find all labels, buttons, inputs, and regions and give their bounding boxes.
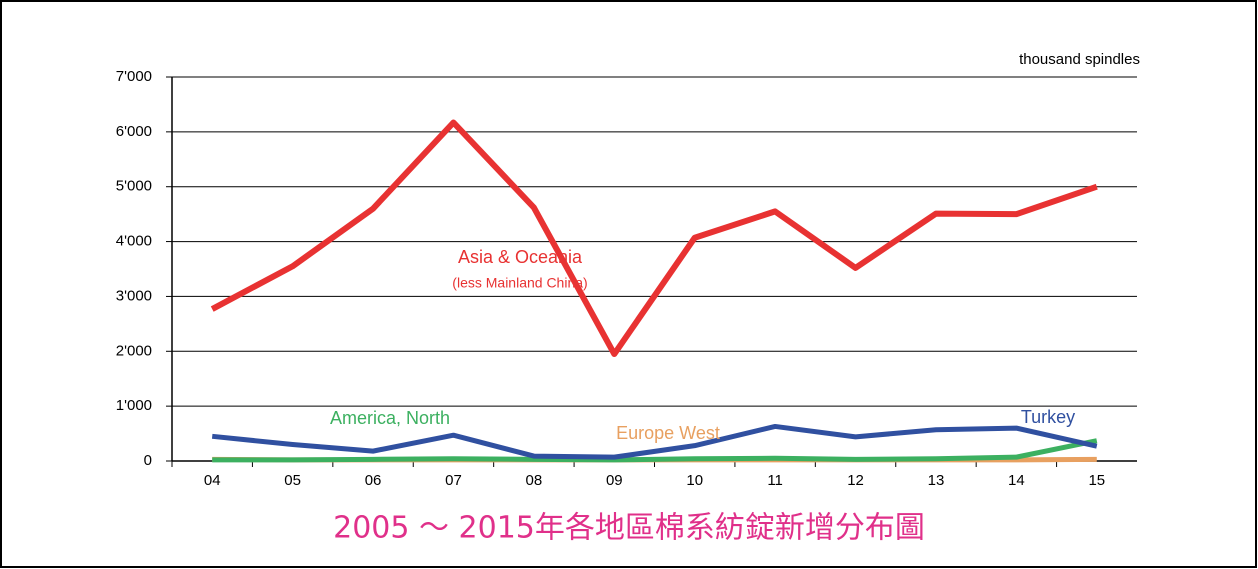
y-tick-label: 3'000 xyxy=(116,287,152,304)
x-tick-label: 12 xyxy=(847,472,864,489)
x-tick-label: 15 xyxy=(1088,472,1105,489)
series-label: America, North xyxy=(330,408,450,428)
series-line xyxy=(211,423,1098,460)
caption: 2005 ～ 2015年各地區棉系紡錠新增分布圖 xyxy=(333,511,925,546)
x-tick-label: 06 xyxy=(365,472,382,489)
y-tick-label: 7'000 xyxy=(116,68,152,85)
x-tick-label: 11 xyxy=(767,472,783,489)
series-label: Turkey xyxy=(1021,407,1075,427)
x-tick-label: 09 xyxy=(606,472,623,489)
series-label: Asia & Oceania xyxy=(458,247,583,267)
series-line xyxy=(212,438,1098,463)
x-tick-label: 04 xyxy=(204,472,221,489)
x-tick-label: 07 xyxy=(445,472,462,489)
x-tick-label: 14 xyxy=(1008,472,1025,489)
series-label: Europe West xyxy=(616,423,720,443)
y-tick-label: 6'000 xyxy=(116,123,152,140)
x-tick-label: 13 xyxy=(928,472,945,489)
x-tick-label: 05 xyxy=(284,472,301,489)
y-tick-label: 1'000 xyxy=(116,397,152,414)
y-tick-label: 4'000 xyxy=(116,233,152,250)
series-line xyxy=(210,119,1098,358)
y-tick-label: 5'000 xyxy=(116,178,152,195)
unit-label: thousand spindles xyxy=(1019,51,1140,68)
y-tick-label: 2'000 xyxy=(116,342,152,359)
series-annotation: (less Mainland China) xyxy=(452,275,587,291)
x-tick-label: 08 xyxy=(526,472,543,489)
y-tick-label: 0 xyxy=(144,452,152,469)
x-tick-label: 10 xyxy=(686,472,703,489)
